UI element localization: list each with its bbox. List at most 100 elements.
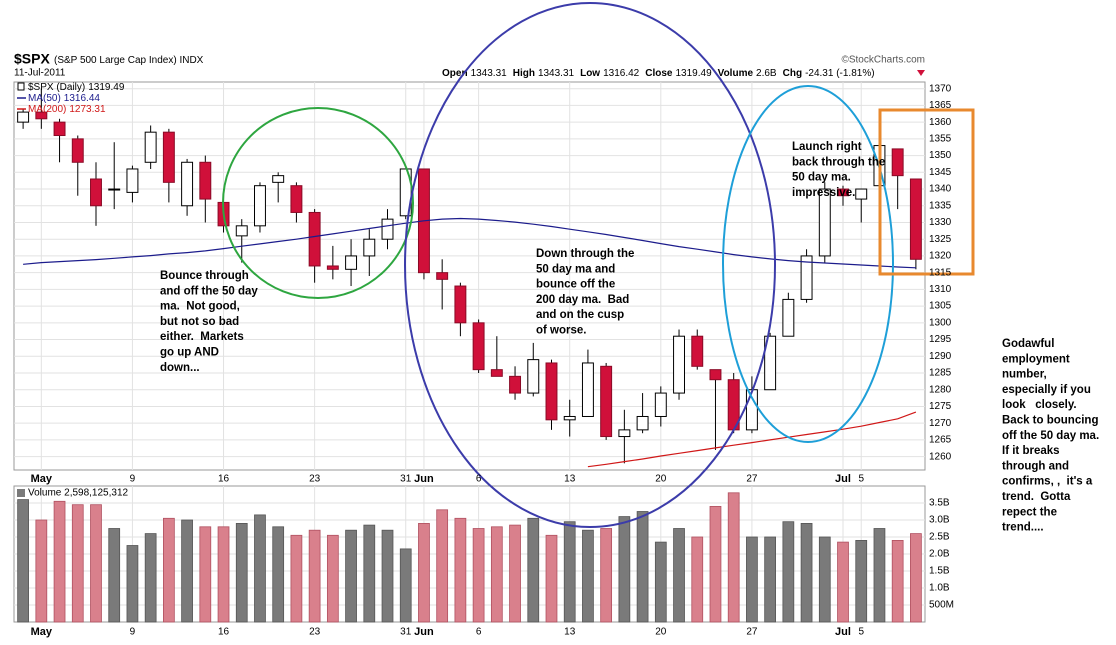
candle-body bbox=[855, 188, 868, 200]
volume-bar bbox=[746, 536, 758, 623]
annotation: impressive. bbox=[792, 187, 855, 199]
candle-body bbox=[764, 335, 777, 391]
annotation: of worse. bbox=[536, 325, 586, 337]
orange-box bbox=[878, 108, 975, 276]
annotation: bounce off the bbox=[536, 279, 615, 291]
volume-bar bbox=[782, 521, 795, 623]
volume-bar bbox=[235, 523, 248, 623]
candle-body bbox=[527, 359, 540, 394]
x-tick-label: 5 bbox=[858, 627, 864, 638]
volume-bar bbox=[290, 534, 303, 623]
y-tick-label: 1320 bbox=[929, 251, 952, 262]
ma-line bbox=[23, 217, 916, 269]
x-tick-label: 6 bbox=[476, 627, 482, 638]
annotation: employment bbox=[1002, 353, 1070, 365]
credit: ©StockCharts.com bbox=[841, 55, 925, 66]
legend: $SPX (Daily) 1319.49 MA(50) 1316.44 MA(200) 1… bbox=[28, 82, 125, 115]
annotation: look closely. bbox=[1002, 399, 1077, 411]
y-tick-label: 1345 bbox=[929, 167, 952, 178]
candle-body bbox=[308, 211, 321, 267]
annotation: 50 day ma. bbox=[792, 172, 851, 184]
volume-bar bbox=[891, 540, 904, 623]
volume-bar bbox=[709, 505, 722, 623]
y-tick-label: 1365 bbox=[929, 100, 952, 111]
annotation: confirms, , it's a bbox=[1002, 476, 1093, 488]
volume-title: Volume 2,598,125,312 bbox=[28, 488, 129, 499]
annotation: Bounce through bbox=[160, 270, 249, 282]
quote-value: 1343.31 bbox=[538, 68, 575, 79]
annotation: down... bbox=[160, 362, 200, 374]
candle-body bbox=[381, 218, 394, 240]
volume-bar bbox=[254, 514, 266, 623]
y-tick-label: 1330 bbox=[929, 217, 952, 228]
x-tick-label: 27 bbox=[746, 627, 758, 638]
candle-body bbox=[71, 138, 84, 163]
y-tick-label: 1290 bbox=[929, 351, 952, 362]
legend-price-name: $SPX (Daily) bbox=[28, 82, 85, 93]
y-tick-label: 1260 bbox=[929, 451, 952, 462]
y-tick-label: 1280 bbox=[929, 384, 952, 395]
volume-bar bbox=[181, 519, 193, 623]
volume-bar bbox=[800, 523, 813, 623]
volume-bar bbox=[691, 536, 704, 623]
candle-body bbox=[35, 111, 48, 120]
candle-body bbox=[290, 185, 303, 213]
y-tick-label: 2.0B bbox=[929, 549, 950, 560]
exchange: INDX bbox=[179, 55, 203, 66]
volume-bar bbox=[837, 541, 849, 623]
volume-bar bbox=[399, 548, 412, 623]
quote-label: Volume bbox=[718, 68, 754, 79]
y-tick-label: 1265 bbox=[929, 435, 952, 446]
annotation: off the 50 day ma. bbox=[1002, 430, 1099, 442]
candle-body bbox=[144, 131, 157, 163]
volume-bar bbox=[363, 524, 376, 623]
volume-bar bbox=[818, 536, 831, 623]
candle-body bbox=[618, 429, 631, 438]
annotation: go up AND bbox=[160, 347, 219, 359]
legend-price-swatch bbox=[17, 82, 25, 91]
y-tick-label: 1325 bbox=[929, 234, 952, 245]
y-tick-label: 1305 bbox=[929, 301, 952, 312]
volume-bar bbox=[727, 492, 740, 623]
candle-body bbox=[108, 188, 121, 191]
volume-bar bbox=[308, 529, 321, 623]
y-tick-label: 1355 bbox=[929, 134, 952, 145]
volume-bar bbox=[490, 526, 503, 623]
blue-ellipse bbox=[404, 2, 776, 528]
annotation: through and bbox=[1002, 460, 1069, 472]
y-tick-label: 1295 bbox=[929, 334, 952, 345]
x-tick-label: 6 bbox=[476, 474, 482, 485]
x-tick-label: 23 bbox=[309, 627, 321, 638]
candle-body bbox=[509, 375, 522, 394]
x-tick-label: May bbox=[31, 626, 53, 638]
candle-body bbox=[53, 121, 66, 137]
marks bbox=[17, 88, 922, 623]
quote-label: Low bbox=[580, 68, 600, 79]
volume-bar bbox=[90, 504, 102, 623]
candle-body bbox=[345, 255, 358, 270]
x-tick-label: 9 bbox=[130, 474, 136, 485]
volume-bar bbox=[472, 528, 485, 623]
quote-value: 1343.31 bbox=[471, 68, 508, 79]
price-panel bbox=[13, 81, 926, 471]
annotation: 50 day ma and bbox=[536, 263, 615, 275]
candle-body bbox=[254, 185, 266, 227]
candle-body bbox=[436, 272, 449, 280]
volume-bar bbox=[345, 529, 357, 623]
annotation: especially if you bbox=[1002, 384, 1091, 396]
volume-bar bbox=[582, 529, 594, 623]
y-tick-label: 1300 bbox=[929, 317, 952, 328]
annotation: trend. Gotta bbox=[1002, 491, 1071, 503]
index-name: (S&P 500 Large Cap Index) bbox=[54, 55, 177, 66]
quote-value: 2.6B bbox=[756, 68, 777, 79]
legend-price-last: 1319.49 bbox=[88, 82, 125, 93]
x-tick-label: Jun bbox=[414, 626, 434, 638]
volume-bar bbox=[855, 540, 868, 623]
candle-body bbox=[181, 161, 194, 207]
candle-body bbox=[126, 168, 139, 193]
y-tick-label: 1335 bbox=[929, 200, 952, 211]
x-tick-label: 31 bbox=[400, 474, 412, 485]
volume-bar bbox=[381, 529, 394, 623]
volume-bar bbox=[910, 533, 922, 623]
x-tick-label: Jun bbox=[414, 473, 434, 485]
